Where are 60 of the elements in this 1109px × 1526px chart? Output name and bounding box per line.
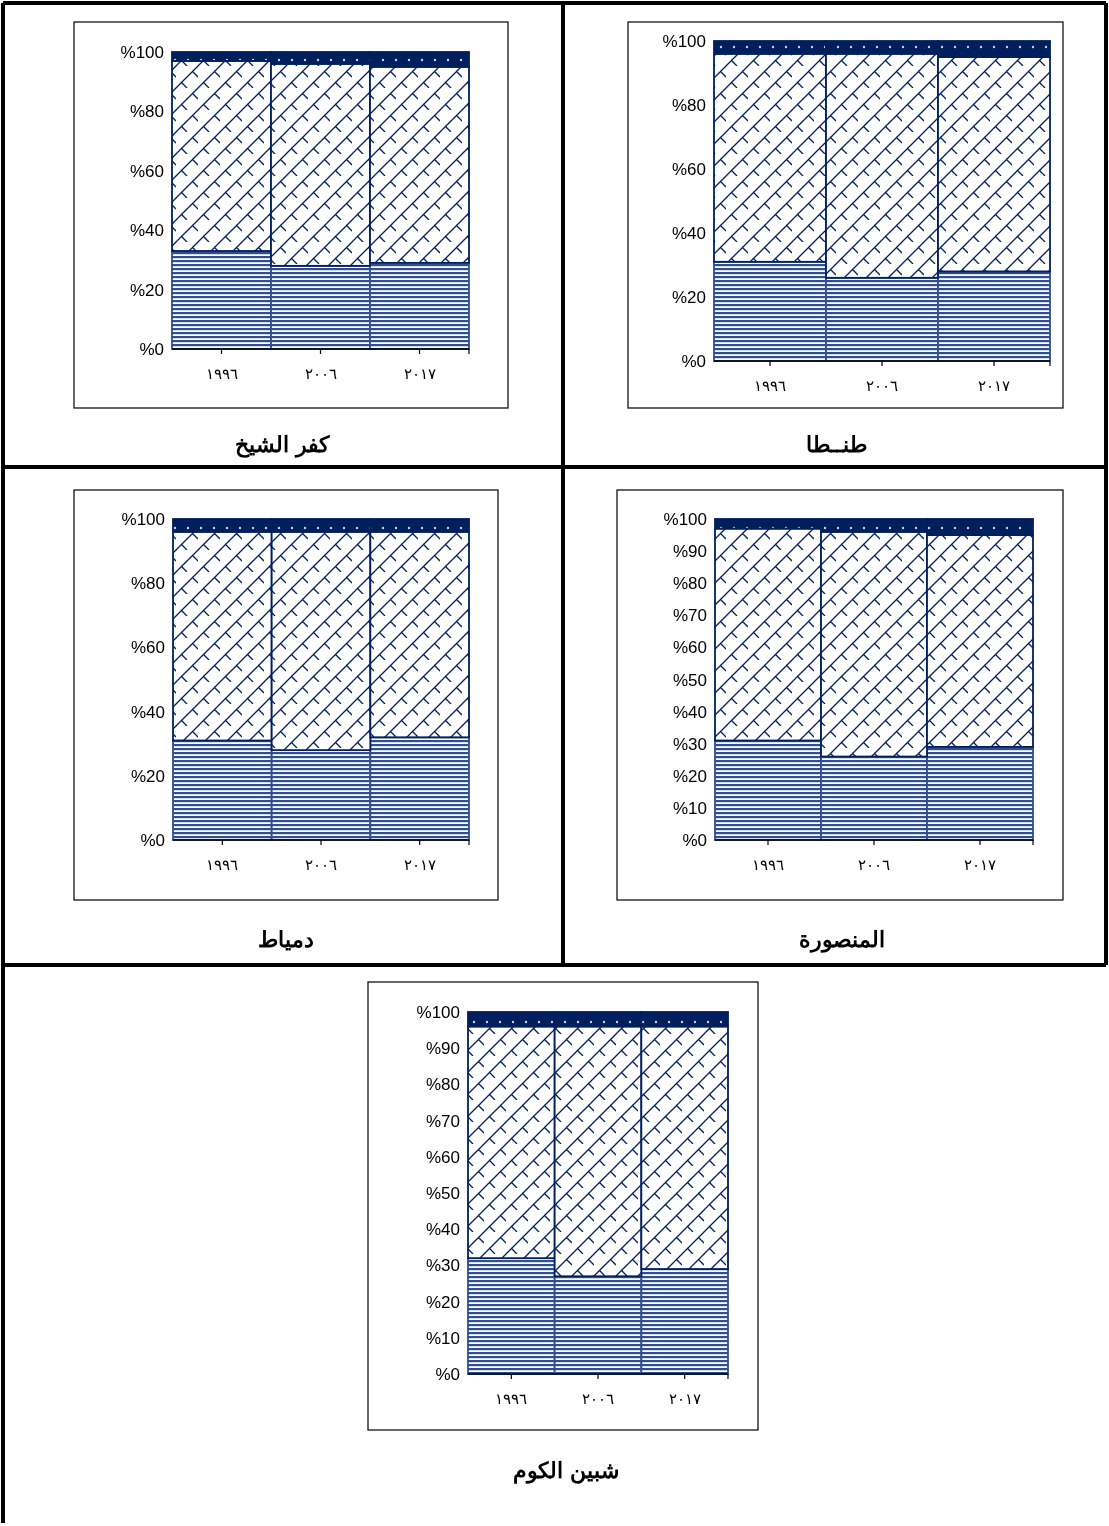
y-tick-label: %80 (130, 574, 165, 594)
x-tick-label: ٢٠٠٦ (866, 377, 898, 394)
y-tick-label: %20 (672, 766, 707, 786)
y-tick-label: %30 (425, 1256, 460, 1276)
y-tick-label: %10 (672, 798, 707, 818)
y-tick-label: %100 (662, 32, 706, 51)
y-tick-label: %20 (671, 288, 706, 307)
y-tick-label: %0 (682, 831, 707, 850)
y-tick-label: %70 (425, 1111, 460, 1131)
y-tick-label: %0 (435, 1365, 460, 1384)
y-tick-label: %90 (672, 542, 707, 562)
x-tick-label: ٢٠٠٦ (858, 856, 890, 873)
y-tick-label: %40 (425, 1220, 460, 1240)
y-tick-label: %80 (672, 574, 707, 594)
x-tick-label: ٢٠٠٦ (582, 1390, 614, 1407)
y-tick-label: %0 (140, 831, 165, 850)
y-tick-label: %60 (129, 161, 164, 181)
text: كفر الشيخ (235, 432, 330, 458)
x-tick-label: ٢٠٠٦ (304, 365, 337, 382)
y-tick-label: %80 (129, 102, 164, 122)
y-tick-label: %90 (425, 1039, 460, 1059)
y-tick-label: %10 (425, 1328, 460, 1348)
x-tick-label: ٢٠٠٦ (305, 856, 337, 873)
y-tick-label: %40 (672, 702, 707, 722)
y-tick-label: %40 (129, 221, 164, 241)
y-tick-label: %20 (130, 766, 165, 786)
y-tick-label: %60 (671, 160, 706, 179)
y-tick-label: %40 (671, 224, 706, 243)
y-tick-label: %40 (130, 702, 165, 722)
x-tick-label: ١٩٩٦ (495, 1390, 528, 1407)
x-tick-label: ٢٠١٧ (403, 856, 436, 873)
y-tick-label: %100 (663, 510, 707, 529)
text: دمياط (258, 927, 314, 952)
x-tick-label: ١٩٩٦ (206, 856, 239, 873)
text: شبين الكوم (513, 1458, 619, 1484)
x-tick-label: ٢٠١٧ (964, 856, 996, 873)
y-tick-label: %0 (139, 340, 164, 359)
y-tick-label: %60 (130, 638, 165, 658)
y-tick-label: %100 (416, 1003, 460, 1022)
x-tick-label: ١٩٩٦ (754, 377, 786, 394)
y-tick-label: %60 (672, 638, 707, 658)
x-tick-label: ٢٠١٧ (978, 377, 1010, 394)
text: المنصورة (799, 927, 885, 953)
y-tick-label: %20 (129, 280, 164, 300)
y-tick-label: %20 (425, 1292, 460, 1312)
y-tick-label: %100 (121, 510, 165, 529)
y-tick-label: %70 (672, 606, 707, 626)
x-tick-label: ٢٠١٧ (668, 1390, 701, 1407)
y-tick-label: %60 (425, 1147, 460, 1167)
y-tick-label: %100 (120, 43, 164, 62)
y-tick-label: %50 (425, 1184, 460, 1203)
y-tick-label: %80 (425, 1075, 460, 1095)
x-tick-label: ١٩٩٦ (752, 856, 784, 873)
x-tick-label: ٢٠١٧ (403, 365, 436, 382)
text: طنــطا (806, 432, 868, 457)
y-tick-label: %0 (681, 352, 706, 371)
y-tick-label: %80 (671, 96, 706, 115)
y-tick-label: %50 (672, 670, 707, 690)
x-tick-label: ١٩٩٦ (205, 365, 238, 382)
y-tick-label: %30 (672, 734, 707, 754)
